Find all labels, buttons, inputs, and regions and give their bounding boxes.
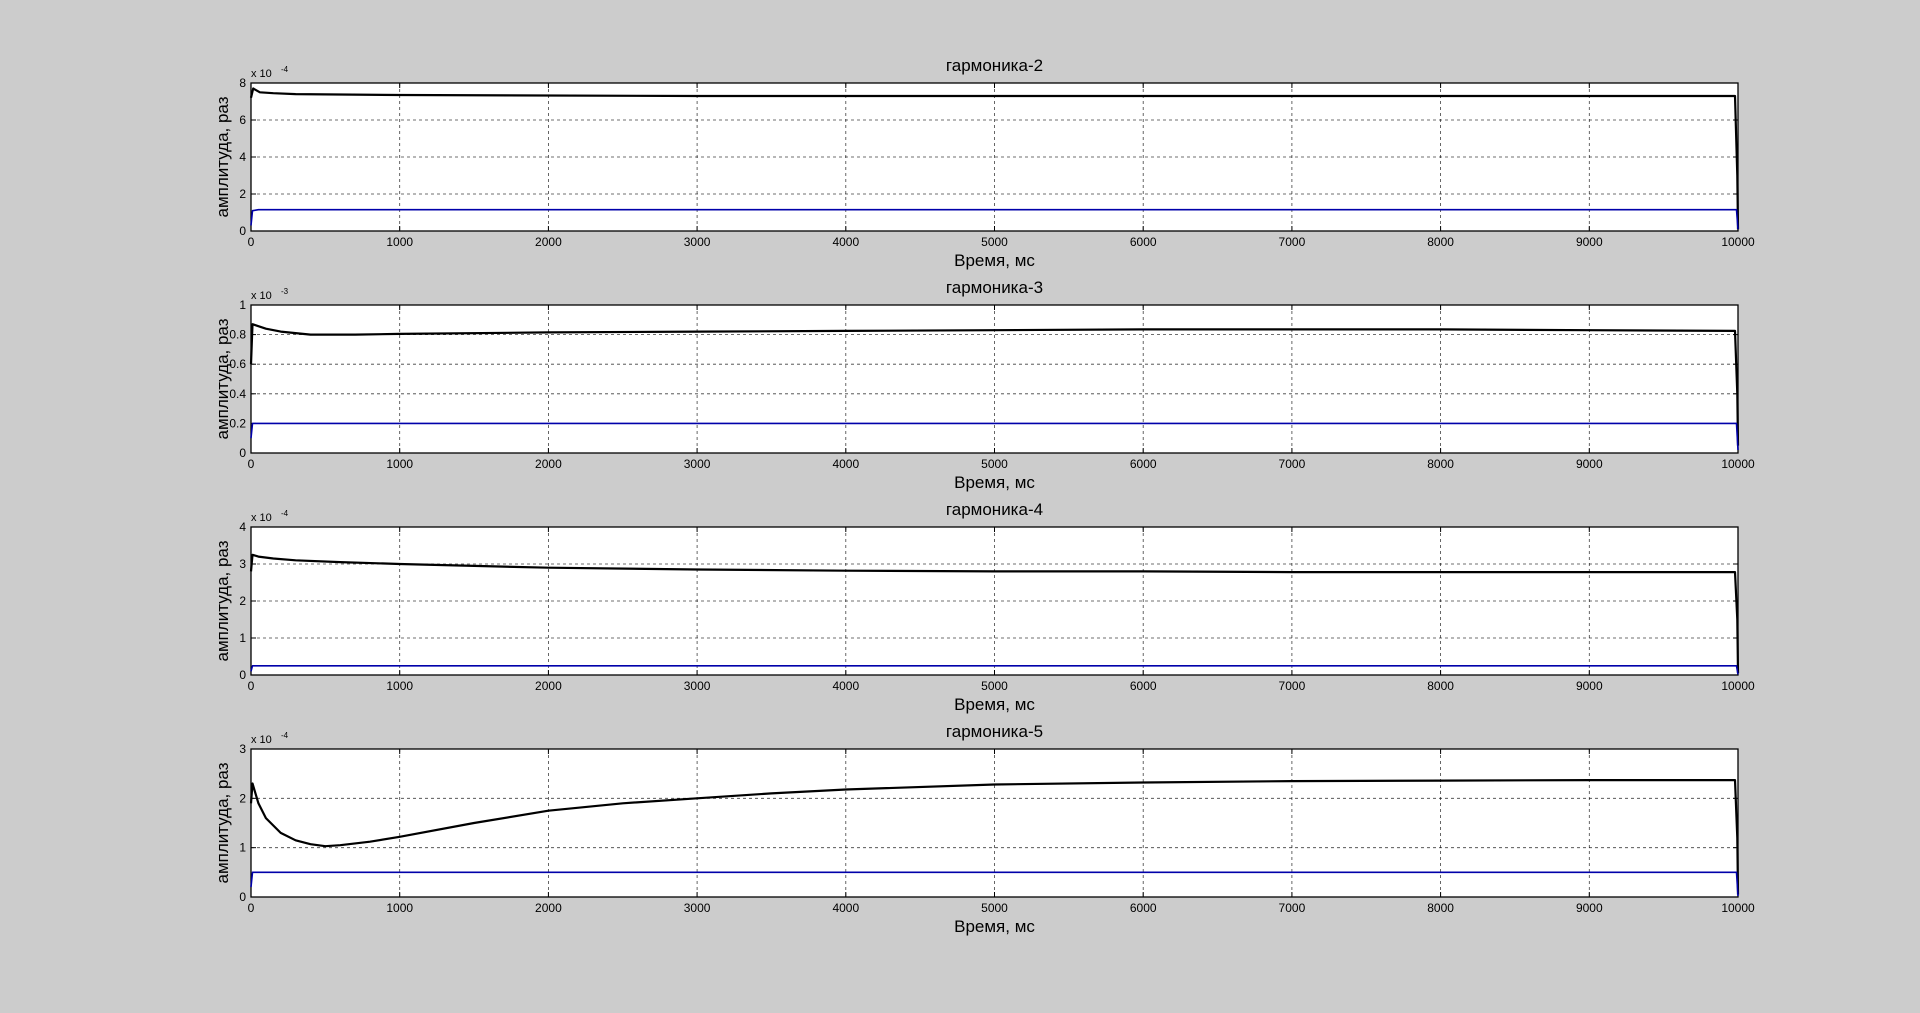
x-tick-label: 10000 <box>1721 679 1755 693</box>
x-tick-label: 9000 <box>1576 901 1603 915</box>
x-tick-label: 5000 <box>981 457 1008 471</box>
y-tick-label: 0 <box>239 668 246 682</box>
x-tick-label: 7000 <box>1279 235 1306 249</box>
series-line-2 <box>250 871 1739 897</box>
x-axis-label: Время, мс <box>954 473 1035 492</box>
y-tick-label: 0.2 <box>229 416 246 430</box>
x-tick-label: 4000 <box>832 235 859 249</box>
y-tick-label: 0.6 <box>229 357 246 371</box>
y-tick-label: 0.4 <box>229 387 246 401</box>
y-axis-label: амплитуда, раз <box>213 540 232 661</box>
x-tick-label: 8000 <box>1427 235 1454 249</box>
y-tick-label: 0 <box>239 446 246 460</box>
x-tick-label: 6000 <box>1130 235 1157 249</box>
x-tick-label: 6000 <box>1130 457 1157 471</box>
y-tick-label: 8 <box>239 76 246 90</box>
x-tick-label: 3000 <box>684 679 711 693</box>
x-axis-label: Время, мс <box>954 917 1035 936</box>
x-tick-label: 4000 <box>832 457 859 471</box>
x-tick-label: 2000 <box>535 235 562 249</box>
x-tick-label: 1000 <box>386 901 413 915</box>
x-tick-label: 5000 <box>981 679 1008 693</box>
x-tick-label: 7000 <box>1279 901 1306 915</box>
x-tick-label: 6000 <box>1130 901 1157 915</box>
x-tick-label: 8000 <box>1427 901 1454 915</box>
x-tick-label: 3000 <box>684 235 711 249</box>
series-line-1 <box>249 553 1740 674</box>
y-tick-label: 1 <box>239 631 246 645</box>
y-tick-label: 2 <box>239 187 246 201</box>
x-tick-label: 9000 <box>1576 679 1603 693</box>
y-exponent-power: -4 <box>281 65 289 74</box>
x-tick-label: 2000 <box>535 901 562 915</box>
x-tick-label: 5000 <box>981 901 1008 915</box>
y-tick-label: 2 <box>239 791 246 805</box>
x-tick-label: 7000 <box>1279 679 1306 693</box>
subplot-title: гармоника-5 <box>946 722 1043 741</box>
x-tick-label: 2000 <box>535 457 562 471</box>
series-line-2 <box>250 664 1739 675</box>
x-tick-label: 0 <box>248 457 255 471</box>
x-tick-label: 9000 <box>1576 235 1603 249</box>
x-tick-label: 3000 <box>684 901 711 915</box>
y-tick-label: 3 <box>239 742 246 756</box>
y-exponent-base: x 10 <box>251 734 272 746</box>
x-tick-label: 4000 <box>832 679 859 693</box>
x-tick-label: 9000 <box>1576 457 1603 471</box>
x-tick-label: 10000 <box>1721 235 1755 249</box>
x-tick-label: 10000 <box>1721 901 1755 915</box>
subplot-4: 0 1000 2000 3000 4000 5000 6000 7000 8000 9000 100… <box>213 500 1755 714</box>
series-line-1 <box>249 323 1740 446</box>
x-tick-label: 1000 <box>386 457 413 471</box>
series-line-2 <box>250 208 1739 230</box>
subplot-3: 0 1000 2000 3000 4000 5000 6000 7000 8000 9000 100… <box>213 278 1755 492</box>
subplot-5: 0 1000 2000 3000 4000 5000 6000 7000 8000 9000 100… <box>213 722 1755 936</box>
y-tick-label: 1 <box>239 298 246 312</box>
x-tick-label: 1000 <box>386 679 413 693</box>
series-line-2 <box>250 422 1739 451</box>
y-axis-label: амплитуда, раз <box>213 318 232 439</box>
x-tick-label: 2000 <box>535 679 562 693</box>
x-tick-label: 8000 <box>1427 679 1454 693</box>
x-axis-label: Время, мс <box>954 695 1035 714</box>
x-tick-label: 5000 <box>981 235 1008 249</box>
y-exponent-base: x 10 <box>251 512 272 524</box>
y-axis-label: амплитуда, раз <box>213 762 232 883</box>
y-exponent-base: x 10 <box>251 290 272 302</box>
x-tick-label: 0 <box>248 901 255 915</box>
y-axis-label: амплитуда, раз <box>213 96 232 217</box>
y-tick-label: 6 <box>239 113 246 127</box>
y-tick-label: 4 <box>239 150 246 164</box>
y-tick-label: 1 <box>239 841 246 855</box>
x-axis-label: Время, мс <box>954 251 1035 270</box>
series-line-1 <box>249 778 1740 895</box>
x-tick-label: 8000 <box>1427 457 1454 471</box>
y-exponent-power: -3 <box>281 287 289 296</box>
x-tick-label: 4000 <box>832 901 859 915</box>
x-tick-label: 0 <box>248 679 255 693</box>
y-exponent-power: -4 <box>281 509 289 518</box>
y-exponent-base: x 10 <box>251 68 272 80</box>
y-exponent-power: -4 <box>281 731 289 740</box>
subplot-2: 0 1000 2000 3000 4000 5000 6000 7000 8000 9000 100… <box>213 56 1755 270</box>
y-tick-label: 3 <box>239 557 246 571</box>
x-tick-label: 1000 <box>386 235 413 249</box>
x-tick-label: 3000 <box>684 457 711 471</box>
y-tick-label: 0 <box>239 224 246 238</box>
x-tick-label: 7000 <box>1279 457 1306 471</box>
subplot-title: гармоника-2 <box>946 56 1043 75</box>
subplot-title: гармоника-4 <box>946 500 1043 519</box>
subplot-title: гармоника-3 <box>946 278 1043 297</box>
y-tick-label: 0.8 <box>229 328 246 342</box>
series-line-1 <box>249 87 1740 230</box>
x-tick-label: 10000 <box>1721 457 1755 471</box>
x-tick-label: 0 <box>248 235 255 249</box>
y-tick-label: 4 <box>239 520 246 534</box>
y-tick-label: 0 <box>239 890 246 904</box>
x-tick-label: 6000 <box>1130 679 1157 693</box>
y-tick-label: 2 <box>239 594 246 608</box>
